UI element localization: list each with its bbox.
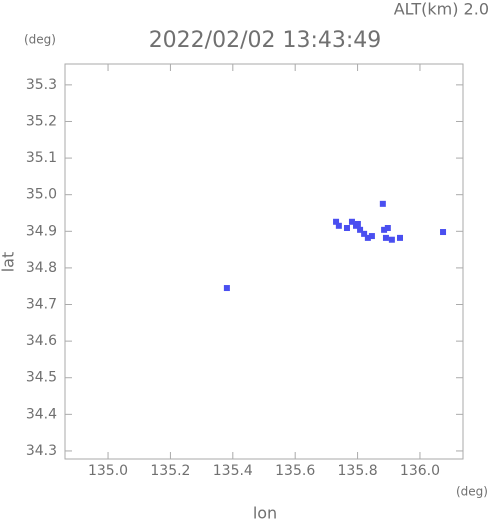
echo-point — [368, 233, 375, 240]
y-tick-label: 35.0 — [26, 187, 57, 203]
x-tick-label: 135.2 — [150, 463, 190, 479]
echo-point — [388, 236, 395, 243]
chart-title: 2022/02/02 13:43:49 — [149, 28, 382, 53]
y-tick-label: 34.6 — [26, 333, 57, 349]
altitude-label: ALT(km) 2.0 — [394, 0, 489, 19]
y-tick-label: 34.4 — [26, 406, 57, 422]
y-axis-label: lat — [0, 252, 18, 273]
x-tick-label: 135.8 — [338, 463, 378, 479]
echo-point — [348, 218, 355, 225]
x-tick-label: 135.6 — [275, 463, 315, 479]
x-tick-label: 135.4 — [213, 463, 253, 479]
y-tick-label: 35.2 — [26, 113, 57, 129]
echo-point — [381, 226, 388, 233]
echo-point — [364, 234, 371, 241]
plot-frame — [64, 63, 464, 460]
echo-point — [382, 234, 389, 241]
x-axis-label: lon — [253, 504, 277, 521]
y-tick-label: 34.9 — [26, 223, 57, 239]
echo-point — [361, 230, 368, 237]
echo-point — [357, 226, 364, 233]
y-tick-label: 34.8 — [26, 260, 57, 276]
x-tick-label: 136.0 — [400, 463, 440, 479]
y-tick-label: 35.1 — [26, 150, 57, 166]
echo-point — [379, 200, 386, 207]
echo-point — [396, 234, 403, 241]
echo-point — [223, 285, 230, 292]
echo-point — [343, 225, 350, 232]
x-tick-label: 135.0 — [88, 463, 128, 479]
echo-point — [354, 220, 361, 227]
y-tick-label: 35.3 — [26, 77, 57, 93]
echo-point — [335, 222, 342, 229]
echo-point — [440, 229, 447, 236]
echo-point — [333, 218, 340, 225]
y-tick-label: 34.5 — [26, 370, 57, 386]
echo-point — [384, 225, 391, 232]
y-unit: (deg) — [24, 33, 56, 47]
y-tick-label: 34.7 — [26, 297, 57, 313]
y-tick-label: 34.3 — [26, 443, 57, 459]
x-unit: (deg) — [456, 485, 488, 499]
